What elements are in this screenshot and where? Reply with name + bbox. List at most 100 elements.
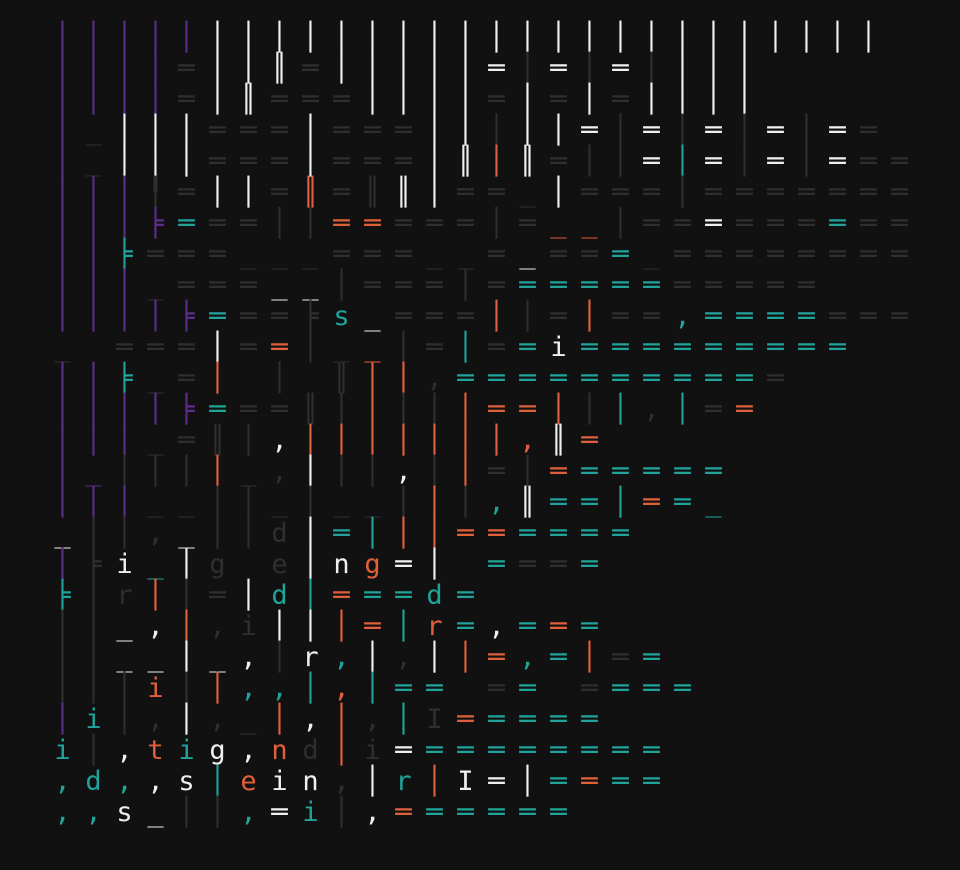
glyph-cell: │ [364,53,381,84]
glyph-cell: │ [333,797,350,828]
glyph-cell: ═ [860,115,877,146]
glyph-cell: │ [426,177,443,208]
glyph-cell: │ [209,518,226,549]
glyph-cell: _ [147,363,164,394]
glyph-cell: _ [364,301,381,332]
glyph-cell: _ [54,332,71,363]
glyph-cell: │ [54,53,71,84]
glyph-cell: │ [829,22,846,53]
glyph-cell: │ [519,22,536,53]
glyph-cell: ═ [705,270,722,301]
glyph-cell: _ [240,239,257,270]
glyph-cell: │ [519,301,536,332]
glyph-cell: │ [147,115,164,146]
glyph-cell: │ [209,456,226,487]
glyph-cell: │ [116,22,133,53]
glyph-cell: │ [178,642,195,673]
glyph-cell: , [147,766,164,797]
glyph-cell: ═ [643,487,660,518]
glyph-cell: e [240,766,257,797]
glyph-cell: ═ [705,177,722,208]
glyph-cell: │ [395,425,412,456]
glyph-cell: │ [643,53,660,84]
glyph-cell: n [333,549,350,580]
glyph-cell: │ [85,580,102,611]
glyph-cell: │ [519,456,536,487]
glyph-cell: ═ [519,735,536,766]
glyph-cell: ═ [767,208,784,239]
glyph-cell: │ [54,22,71,53]
glyph-cell: ═ [333,239,350,270]
glyph-cell: g [209,735,226,766]
glyph-cell: , [85,797,102,828]
glyph-cell: │ [333,270,350,301]
glyph-cell: i [54,735,71,766]
glyph-cell: ═ [612,456,629,487]
glyph-cell: │ [271,704,288,735]
glyph-cell: ═ [643,177,660,208]
glyph-cell: ═ [581,487,598,518]
glyph-cell: │ [457,487,474,518]
glyph-cell: │ [147,456,164,487]
glyph-cell: ═ [581,518,598,549]
glyph-cell: │ [54,239,71,270]
glyph-cell: │ [85,735,102,766]
glyph-cell: ═ [581,549,598,580]
glyph-cell: ═ [178,239,195,270]
glyph-cell: │ [54,208,71,239]
glyph-cell: │ [364,425,381,456]
glyph-cell: │ [736,115,753,146]
glyph-cell: │ [612,487,629,518]
glyph-cell: │ [364,518,381,549]
glyph-cell: │ [581,394,598,425]
glyph-cell: │ [178,704,195,735]
glyph-cell: │ [519,84,536,115]
glyph-cell: ═ [581,704,598,735]
glyph-cell: ═ [209,239,226,270]
glyph-cell: ═ [457,208,474,239]
glyph-cell: i [116,549,133,580]
glyph-cell: │ [333,456,350,487]
glyph-cell: ═ [767,270,784,301]
glyph-cell: │ [364,22,381,53]
glyph-cell: ═ [488,549,505,580]
glyph-cell [78,332,109,363]
glyph-cell: ═ [643,363,660,394]
glyph-cell: │ [85,487,102,518]
glyph-cell: ═ [581,115,598,146]
glyph-cell: ═ [333,84,350,115]
glyph-cell: │ [116,673,133,704]
glyph-cell: │ [333,22,350,53]
glyph-cell: r [302,642,319,673]
glyph-cell: ═ [643,115,660,146]
glyph-cell: ═ [271,301,288,332]
glyph-cell: _ [240,704,257,735]
glyph-cell: I [426,704,443,735]
glyph-cell: │ [302,208,319,239]
glyph-cell: │ [54,363,71,394]
glyph-cell: _ [271,487,288,518]
glyph-cell: │ [54,301,71,332]
glyph-cell: ═ [178,84,195,115]
glyph-cell: │ [395,332,412,363]
glyph-cell: , [333,673,350,704]
glyph-cell: ═ [674,239,691,270]
glyph-cell: ═ [581,766,598,797]
glyph-cell: │ [736,84,753,115]
glyph-cell: ═ [488,673,505,704]
glyph-cell: _ [333,332,350,363]
glyph-cell: ═ [829,239,846,270]
glyph-cell: │ [178,549,195,580]
glyph-cell: │ [364,84,381,115]
glyph-cell: │ [364,363,381,394]
glyph-cell: │ [54,642,71,673]
glyph-cell: ═ [612,84,629,115]
glyph-cell: ═ [829,115,846,146]
glyph-cell: ═ [736,177,753,208]
glyph-cell: │ [457,22,474,53]
glyph-cell: ═ [581,611,598,642]
glyph-cell: _ [147,797,164,828]
glyph-cell: ═ [767,363,784,394]
glyph-cell: │ [147,394,164,425]
glyph-cell: ║ [364,177,381,208]
